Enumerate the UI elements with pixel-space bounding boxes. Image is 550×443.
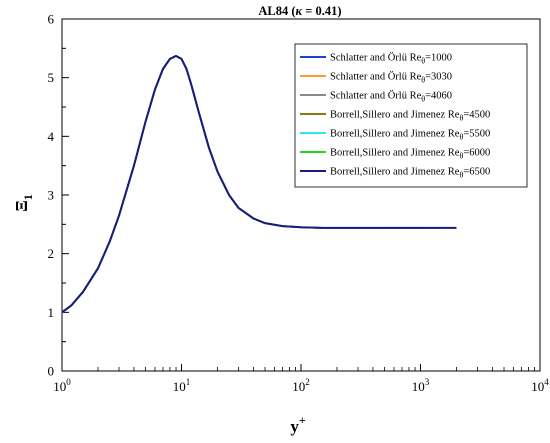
legend-label-6: Borrell,Sillero and Jimenez Reθ=6000: [330, 148, 490, 161]
y-tick-label: 1: [48, 305, 55, 320]
y-tick-label: 6: [48, 12, 55, 27]
legend-label-7: Borrell,Sillero and Jimenez Reθ=6500: [330, 167, 490, 180]
y-tick-label: 0: [48, 364, 55, 379]
x-axis-ticks: 100 101 102 103 104: [53, 364, 549, 394]
y-tick-label: 3: [48, 188, 55, 203]
x-axis-label-sup: +: [299, 413, 306, 427]
x-tick-label: 101: [173, 377, 191, 394]
chart-title-main: AL84 (: [258, 4, 295, 18]
x-tick-label: 102: [292, 377, 310, 394]
legend-label-2: Schlatter and Örlü Reθ=3030: [330, 71, 452, 85]
legend-box: [294, 43, 528, 188]
series-line-7: [61, 54, 457, 314]
legend: Schlatter and Örlü Reθ=1000 Schlatter and…: [294, 43, 528, 188]
x-tick-label: 104: [531, 377, 549, 394]
y-tick-label: 2: [48, 246, 55, 261]
legend-label-1: Schlatter and Örlü Reθ=1000: [330, 52, 452, 66]
y-axis-ticks: 0 1 2 3 4 5 6: [48, 12, 69, 379]
series-lines: [61, 54, 457, 314]
legend-label-4: Borrell,Sillero and Jimenez Reθ=4500: [330, 110, 490, 123]
y-axis-label: Ξ1: [12, 194, 35, 212]
x-tick-label: 100: [53, 377, 71, 394]
chart-title: AL84 (κ = 0.41): [258, 4, 341, 18]
y-axis-label-main: Ξ: [12, 200, 31, 212]
y-tick-label: 5: [48, 70, 55, 85]
chart-title-kappa: κ: [296, 4, 303, 18]
chart-title-rest: = 0.41): [302, 4, 341, 18]
x-tick-label: 103: [412, 377, 430, 394]
legend-label-3: Schlatter and Örlü Reθ=4060: [330, 90, 452, 104]
x-axis-label-main: y: [290, 417, 299, 436]
legend-label-5: Borrell,Sillero and Jimenez Reθ=5500: [330, 129, 490, 142]
y-tick-label: 4: [48, 129, 55, 144]
x-axis-minor-ticks: [97, 367, 535, 371]
x-axis-label: y+: [290, 413, 306, 436]
y-axis-label-sub: 1: [21, 194, 35, 200]
